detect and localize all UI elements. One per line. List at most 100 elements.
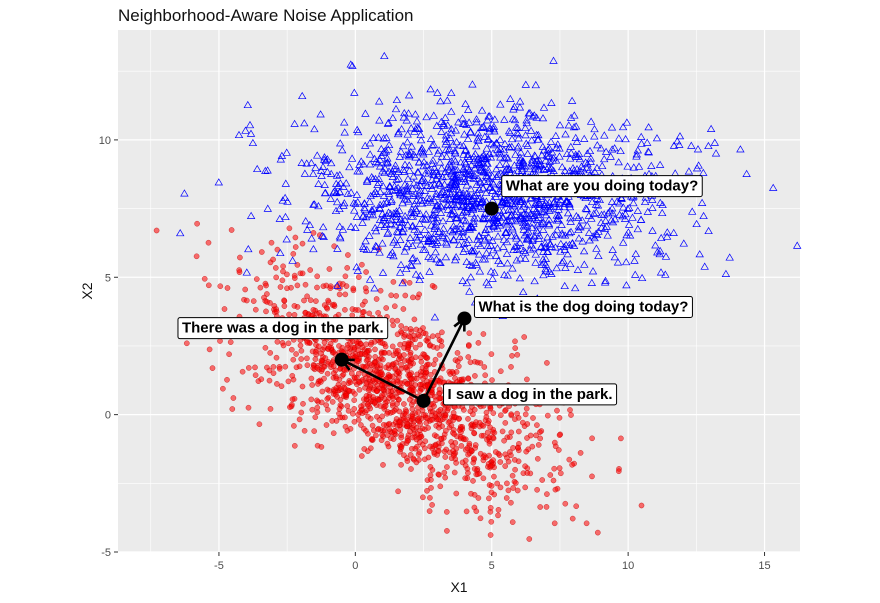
data-point	[339, 182, 348, 190]
data-point	[488, 236, 497, 244]
data-point	[614, 134, 624, 142]
data-point	[531, 250, 541, 258]
data-point	[384, 410, 390, 417]
data-point	[331, 179, 341, 187]
data-point	[273, 308, 280, 315]
data-point	[329, 418, 336, 424]
data-point	[628, 193, 638, 201]
data-point	[675, 140, 684, 148]
data-point	[346, 388, 352, 394]
data-point	[603, 209, 613, 217]
data-point	[364, 401, 371, 408]
data-point	[514, 134, 523, 142]
data-point	[451, 214, 461, 222]
data-point	[454, 358, 461, 365]
data-point	[651, 241, 660, 249]
data-point	[347, 425, 354, 432]
data-point	[398, 323, 405, 329]
data-point	[636, 132, 646, 140]
data-point	[270, 364, 277, 370]
data-point	[640, 197, 650, 206]
data-point	[602, 222, 611, 230]
data-point	[318, 444, 325, 450]
data-point	[462, 238, 472, 246]
data-point	[529, 443, 536, 450]
data-point	[416, 136, 426, 144]
data-point	[299, 240, 306, 247]
data-point	[594, 529, 601, 536]
data-point	[490, 127, 499, 135]
data-point	[352, 375, 358, 382]
data-point	[228, 227, 235, 233]
data-point	[390, 352, 397, 359]
data-point	[537, 151, 547, 159]
data-point	[369, 204, 379, 212]
data-point	[492, 449, 499, 455]
data-point	[362, 177, 372, 185]
data-point	[499, 206, 508, 214]
data-point	[699, 168, 708, 176]
data-point	[359, 344, 366, 351]
data-point	[420, 225, 430, 233]
data-point	[448, 422, 455, 429]
data-point	[291, 275, 298, 281]
data-point	[261, 166, 270, 175]
data-point	[263, 166, 272, 174]
data-point	[315, 343, 322, 350]
data-point	[451, 180, 460, 188]
data-point	[537, 260, 546, 268]
data-point	[386, 250, 395, 258]
data-point	[562, 197, 572, 205]
data-point	[546, 202, 556, 211]
data-point	[479, 213, 488, 221]
data-point	[205, 239, 212, 246]
data-point	[497, 459, 504, 465]
data-point	[424, 169, 433, 177]
data-point	[401, 452, 407, 459]
data-point	[250, 298, 257, 304]
data-point	[379, 213, 389, 221]
data-point	[389, 164, 399, 172]
data-point	[451, 126, 460, 134]
data-point	[244, 245, 253, 253]
data-point	[282, 363, 289, 370]
data-point	[292, 234, 299, 241]
data-point	[471, 258, 480, 266]
data-point	[420, 494, 426, 501]
data-point	[307, 267, 314, 273]
data-point	[458, 429, 464, 436]
data-point	[700, 262, 709, 270]
data-point	[272, 265, 279, 271]
data-point	[692, 164, 702, 172]
data-point	[438, 229, 447, 237]
data-point	[390, 395, 396, 402]
data-point	[366, 191, 375, 200]
data-point	[388, 292, 395, 299]
data-point	[524, 376, 530, 383]
data-point	[353, 198, 362, 206]
data-point	[324, 396, 331, 402]
data-point	[528, 235, 538, 243]
data-point	[412, 207, 421, 215]
data-point	[395, 268, 405, 276]
data-point	[422, 113, 431, 121]
data-point	[448, 185, 458, 193]
data-point	[180, 189, 189, 197]
data-point	[436, 386, 443, 393]
data-point	[363, 393, 370, 399]
data-point	[342, 273, 349, 280]
data-point	[549, 56, 558, 64]
data-point	[490, 218, 499, 227]
data-point	[278, 383, 285, 390]
data-point	[405, 233, 415, 241]
data-point	[544, 412, 551, 419]
data-point	[403, 325, 409, 332]
data-point	[601, 147, 611, 155]
data-point	[444, 160, 454, 168]
data-point	[220, 385, 226, 392]
data-point	[544, 360, 550, 366]
data-point	[406, 260, 415, 269]
data-point	[565, 199, 574, 207]
data-point	[721, 269, 731, 277]
data-point	[475, 495, 482, 501]
